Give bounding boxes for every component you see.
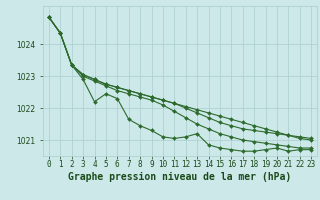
X-axis label: Graphe pression niveau de la mer (hPa): Graphe pression niveau de la mer (hPa) — [68, 172, 292, 182]
